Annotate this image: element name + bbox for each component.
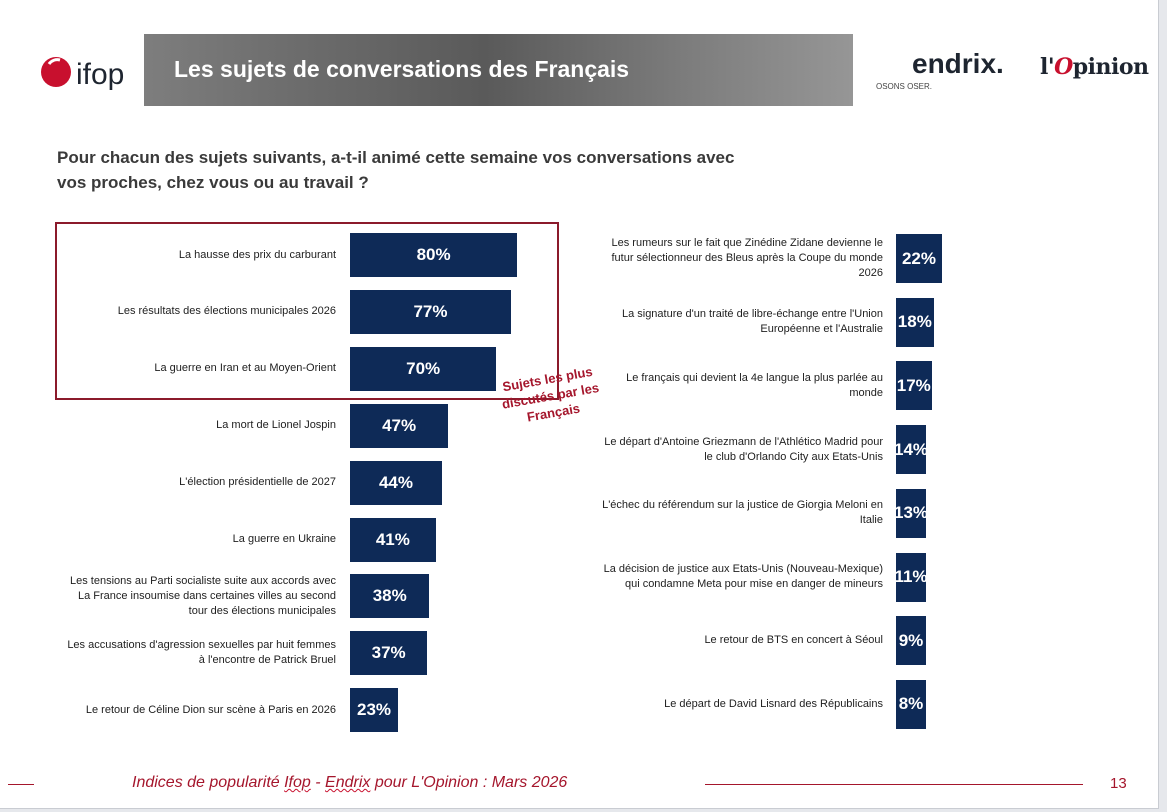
bar-label: L'élection présidentielle de 2027: [179, 476, 336, 489]
slide-title: Les sujets de conversations des Français: [174, 56, 630, 82]
bar: 22%: [896, 234, 942, 283]
header-banner: ifop Les sujets de conversations des Fra…: [36, 34, 853, 106]
bar: 41%: [350, 517, 436, 562]
page-number: 13: [1110, 775, 1127, 792]
bar-label: La hausse des prix du carburant: [178, 248, 336, 261]
ifop-logo-text: ifop: [76, 58, 124, 91]
bar: 17%: [896, 361, 932, 411]
endrix-logo: endrix.: [912, 48, 1004, 79]
footer-suffix: pour L'Opinion : Mars 2026: [370, 774, 568, 791]
footer-endrix: Endrix: [325, 774, 371, 791]
opinion-logo-accent: O: [1054, 54, 1073, 80]
footer-ifop: Ifop: [284, 774, 311, 791]
footer-rule-right: [705, 784, 1083, 785]
bar-label: La signature d'un traité de libre-échang…: [621, 308, 883, 336]
bar-label: La guerre en Iran et au Moyen-Orient: [154, 362, 336, 375]
bar-label: Les tensions au Parti socialiste suite a…: [70, 574, 336, 617]
footer-rule-left: [8, 784, 34, 785]
chart-question: Pour chacun des sujets suivants, a-t-il …: [57, 148, 735, 192]
bar: 47%: [350, 403, 449, 448]
bar-label: Le retour de BTS en concert à Séoul: [704, 634, 883, 647]
bar-label: Le départ de David Lisnard des Républica…: [664, 697, 883, 710]
bar: 44%: [350, 460, 442, 505]
bar: 18%: [896, 297, 934, 347]
bar: 80%: [350, 233, 518, 277]
footer-text: Indices de popularité Ifop - Endrix pour…: [132, 774, 567, 792]
bar-label: L'échec du référendum sur la justice de …: [602, 499, 883, 527]
bar-label: Les résultats des élections municipales …: [117, 305, 336, 318]
opinion-logo-rest: pinion: [1072, 54, 1149, 80]
bar: 11%: [894, 552, 928, 602]
bar: 23%: [350, 688, 399, 733]
bar: 14%: [894, 425, 928, 475]
bar-label: Le départ d'Antoine Griezmann de l'Athlé…: [604, 435, 883, 463]
footer-dash: -: [310, 774, 326, 791]
bar-label: La mort de Lionel Jospin: [216, 419, 336, 432]
highlight-box: [55, 222, 559, 400]
bar: 70%: [350, 346, 497, 391]
bar-label: Les accusations d'agression sexuelles pa…: [67, 639, 336, 667]
partner-logos: endrix. OSONS OSER. l'Opinion: [872, 26, 1158, 106]
bar-label: La guerre en Ukraine: [232, 533, 336, 545]
bar: 37%: [350, 631, 428, 676]
opinion-logo: l'Opinion: [1040, 54, 1149, 80]
bar: 8%: [896, 679, 926, 729]
bar: 13%: [894, 488, 928, 538]
bar: 77%: [350, 289, 511, 334]
endrix-tagline: OSONS OSER.: [876, 82, 933, 91]
ifop-logo-area: ifop: [36, 34, 144, 106]
bar-label: Les rumeurs sur le fait que Zinédine Zid…: [611, 237, 883, 279]
bar: 38%: [350, 574, 430, 619]
bar-label: La décision de justice aux Etats-Unis (N…: [603, 563, 883, 590]
bar: 9%: [896, 616, 926, 666]
bar-label: Le français qui devient la 4e langue la …: [626, 371, 883, 399]
opinion-logo-prefix: l': [1040, 54, 1055, 80]
footer-prefix: Indices de popularité: [132, 774, 285, 791]
ifop-logo: ifop: [41, 57, 124, 91]
bar-label: Le retour de Céline Dion sur scène à Par…: [85, 703, 336, 716]
